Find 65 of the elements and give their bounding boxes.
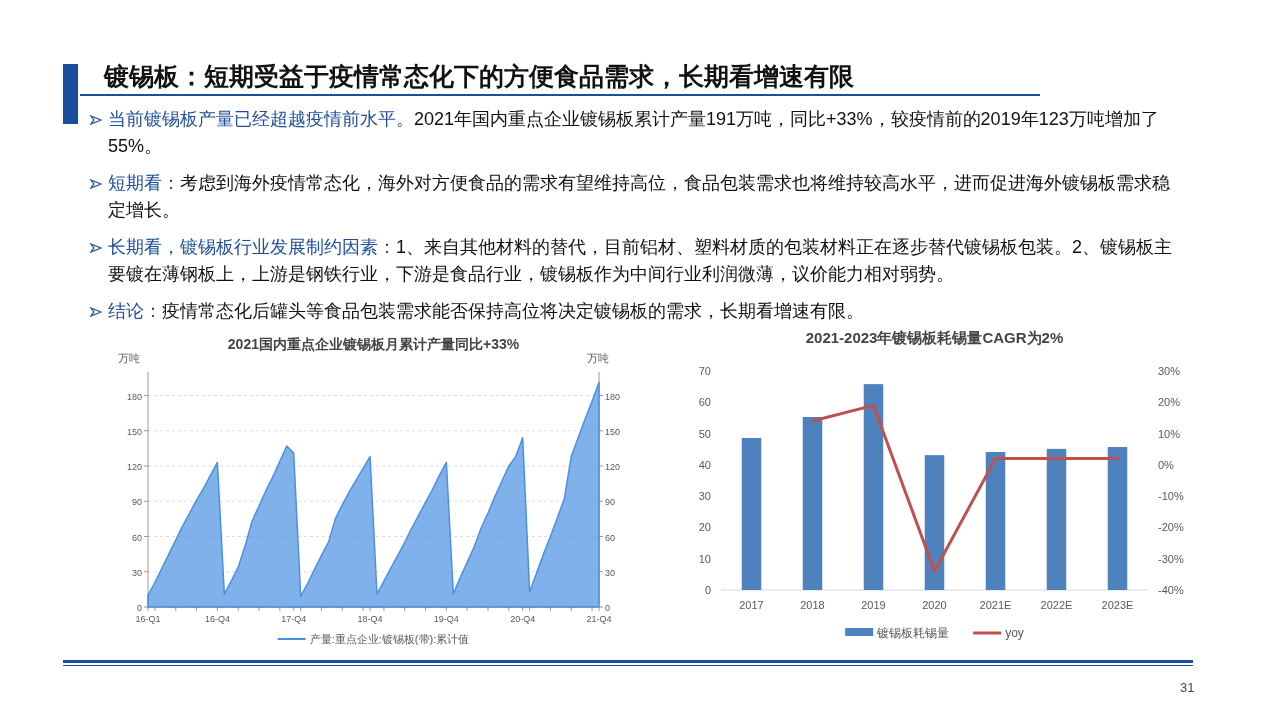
y-tick-label: 20 [698, 521, 711, 534]
text: 结论：疫情常态化后罐头等食品包装需求能否保持高位将决定镀锡板的需求，长期看增速有限。 [108, 301, 864, 321]
y2-tick-label: 180 [605, 391, 621, 402]
y-tick-label: 150 [126, 426, 142, 437]
x-tick-label: 2023E [1101, 599, 1134, 611]
y2-tick-label: 30 [605, 567, 616, 578]
x-tick-label: 19-Q4 [433, 614, 459, 624]
y2-tick-label: -10% [1158, 490, 1184, 503]
y2-tick-label: 150 [605, 426, 621, 437]
bar [985, 452, 1006, 590]
y2-tick-label: 0% [1158, 458, 1175, 471]
bar [741, 437, 762, 590]
legend-label: yoy [1005, 626, 1024, 640]
bar [1107, 447, 1128, 590]
text: 长期看，镀锡板行业发展制约因素：1、来自其他材料的替代，目前铝材、塑料材质的包装材料正在逐步替代镀锡板包装。2、镀锡板主要镀在薄钢板上，上游是钢铁行业，下游是食品行业，镀锡板作为中间行业利润微薄，议价能力相对弱势。 [108, 237, 1173, 284]
y-tick-label: 40 [698, 458, 711, 471]
text: 短期看：考虑到海外疫情常态化，海外对方便食品的需求有望维持高位，食品包装需求也将维持较高水平，进而促进海外镀锡板需求稳定增长。 [108, 173, 1170, 220]
x-tick-label: 2022E [1040, 599, 1073, 611]
bar [863, 384, 884, 590]
y2-tick-label: 10% [1158, 427, 1181, 440]
y-tick-label: 60 [698, 396, 711, 409]
text: 31 [1180, 680, 1195, 695]
bar [1046, 448, 1067, 590]
text: 镀锡板：短期受益于疫情常态化下的方便食品需求，长期看增速有限 [104, 61, 854, 92]
x-tick-label: 18-Q4 [357, 614, 383, 624]
y-tick-label: 50 [698, 427, 711, 440]
y2-tick-label: 0 [605, 603, 611, 613]
y-tick-label: 90 [131, 497, 142, 508]
y2-tick-label: 60 [605, 532, 616, 543]
x-tick-label: 2018 [800, 599, 825, 611]
x-tick-label: 2019 [861, 599, 886, 611]
y2-tick-label: -40% [1158, 584, 1184, 596]
y-tick-label: 0 [136, 603, 142, 613]
y-tick-label: 180 [126, 391, 142, 402]
chart-title: 2021-2023年镀锡板耗锡量CAGR为2% [805, 329, 1064, 346]
y-tick-label: 0 [704, 584, 711, 596]
y-tick-label: 70 [698, 365, 711, 377]
x-tick-label: 2020 [922, 599, 947, 611]
y2-tick-label: 30% [1158, 365, 1181, 377]
y-tick-label: 120 [126, 462, 142, 472]
y2-tick-label: 120 [605, 462, 621, 472]
legend-label: 镀锡板耗锡量 [876, 626, 950, 640]
x-tick-label: 21-Q4 [586, 614, 612, 624]
y-tick-label: 30 [698, 490, 711, 503]
x-tick-label: 2017 [739, 599, 764, 611]
x-tick-label: 16-Q1 [135, 614, 161, 624]
y-tick-label: 10 [698, 552, 711, 565]
y-axis-title: 万吨 [118, 352, 140, 364]
line-series [811, 403, 1119, 573]
y2-tick-label: 90 [605, 497, 616, 508]
x-tick-label: 17-Q4 [281, 614, 307, 624]
chart-title: 2021国内重点企业镀锡板月累计产量同比+33% [227, 336, 520, 352]
y2-tick-label: -30% [1158, 552, 1184, 565]
text: 当前镀锡板产量已经超越疫情前水平。2021年国内重点企业镀锡板累计产量191万吨，同比+33%，较疫情前的2019年123万吨增加了55%。 [108, 109, 1159, 156]
y-tick-label: 30 [131, 567, 142, 578]
bar [924, 455, 945, 590]
y-tick-label: 60 [131, 532, 142, 543]
y2-tick-label: -20% [1158, 521, 1184, 534]
y2-tick-label: 20% [1158, 396, 1181, 409]
bar [802, 416, 823, 590]
y2-axis-title: 万吨 [587, 352, 609, 364]
x-tick-label: 2021E [979, 599, 1012, 611]
x-tick-label: 20-Q4 [510, 614, 536, 624]
x-tick-label: 16-Q4 [204, 614, 230, 624]
legend-label: 产量:重点企业:镀锡板(带):累计值 [309, 633, 470, 645]
